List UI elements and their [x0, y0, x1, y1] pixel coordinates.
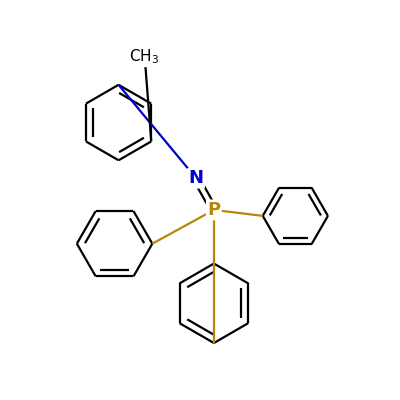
Text: P: P [207, 201, 220, 219]
Text: CH$_3$: CH$_3$ [129, 48, 160, 66]
Text: N: N [188, 169, 204, 187]
